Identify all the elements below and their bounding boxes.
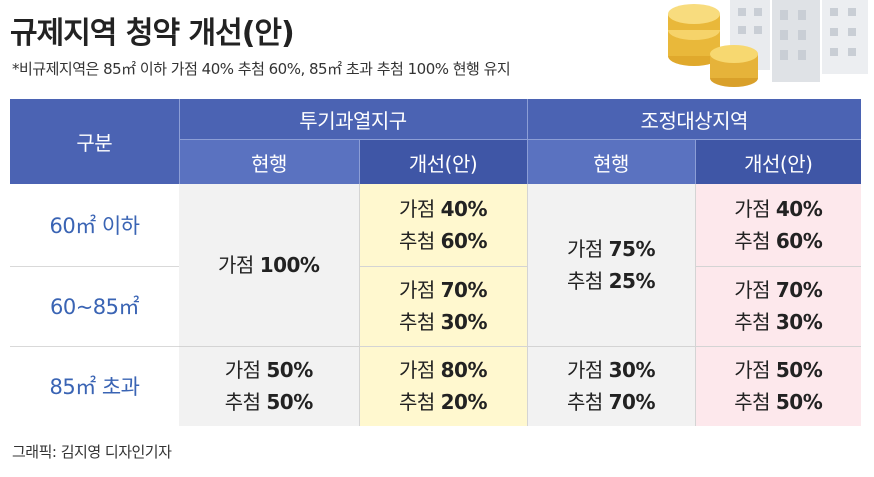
header-group-speculation-zone: 투기과열지구: [179, 99, 528, 140]
coin-stack-icon: [668, 4, 758, 87]
graphic-credit: 그래픽: 김지영 디자인기자: [12, 443, 172, 461]
table-row: 60㎡ 이하 가점 100% 가점 40% 추첨 60% 가점 75% 추첨 2…: [10, 184, 861, 347]
table-row: 60~85㎡ 가점 70% 추첨 30% 가점 70% 추첨 30%: [10, 266, 861, 347]
g2-improved-cell: 가점 40% 추첨 60%: [695, 184, 861, 267]
g1-improved-cell: 가점 80% 추첨 20%: [359, 346, 528, 426]
footnote: *비규제지역은 85㎡ 이하 가점 40% 추첨 60%, 85㎡ 초과 추첨 …: [12, 60, 511, 78]
row-label: 60㎡ 이하: [10, 184, 179, 267]
row-label: 85㎡ 초과: [10, 346, 179, 426]
g2-current-cell: 가점 30% 추첨 70%: [527, 346, 696, 426]
building-icon: [730, 0, 868, 82]
page-title: 규제지역 청약 개선(안): [10, 16, 295, 51]
row-label: 60~85㎡: [10, 266, 179, 347]
g1-improved-cell: 가점 40% 추첨 60%: [359, 184, 528, 267]
coins-buildings-illustration: [668, 0, 868, 87]
header-g2-current: 현행: [527, 139, 696, 184]
header-g1-current: 현행: [179, 139, 360, 184]
g1-current-cell: 가점 50% 추첨 50%: [179, 346, 360, 426]
g1-current-merged-cell: 가점 100%: [179, 184, 360, 347]
header-group-adjustment-zone: 조정대상지역: [527, 99, 861, 140]
g2-improved-cell: 가점 70% 추첨 30%: [695, 266, 861, 347]
table-row: 85㎡ 초과 가점 50% 추첨 50% 가점 80% 추첨 20% 가점 30…: [10, 346, 861, 426]
g2-improved-cell: 가점 50% 추첨 50%: [695, 346, 861, 426]
comparison-table: 구분 투기과열지구 조정대상지역 현행 개선(안) 현행 개선(안) 60㎡ 이…: [10, 99, 861, 426]
header-g1-improved: 개선(안): [359, 139, 528, 184]
g1-improved-cell: 가점 70% 추첨 30%: [359, 266, 528, 347]
g2-current-merged-cell: 가점 75% 추첨 25%: [527, 184, 696, 347]
header-category: 구분: [10, 99, 180, 184]
header-g2-improved: 개선(안): [695, 139, 861, 184]
